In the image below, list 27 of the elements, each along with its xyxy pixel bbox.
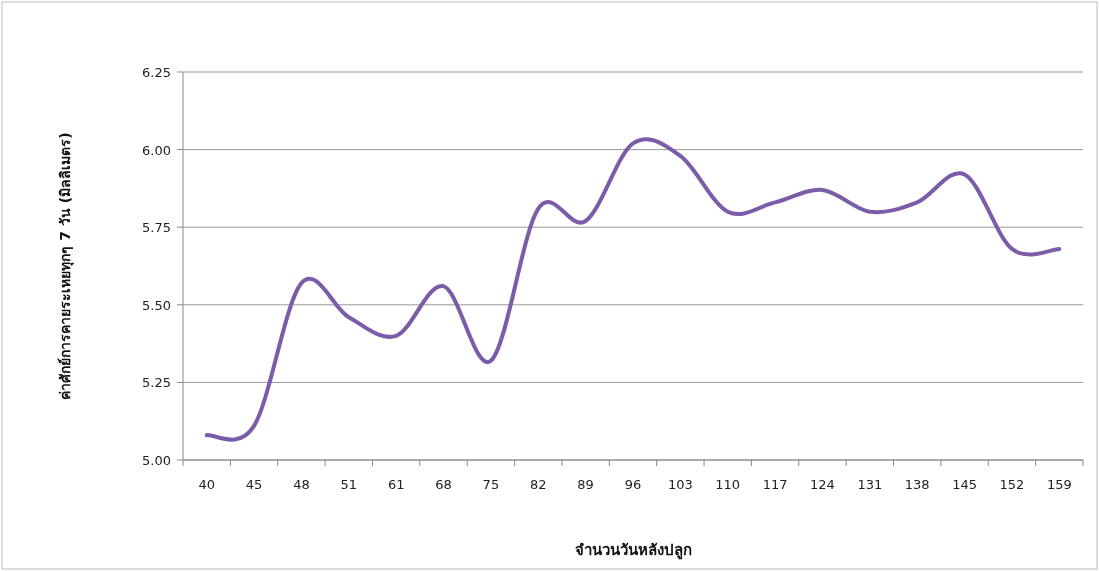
- x-tick-label: 89: [577, 477, 594, 492]
- y-tick-label: 5.75: [142, 220, 171, 236]
- y-tick-label: 6.25: [142, 65, 171, 80]
- x-tick-label: 51: [340, 477, 358, 492]
- x-tick-label: 68: [435, 477, 452, 492]
- y-tick-label: 6.00: [142, 142, 171, 158]
- y-tick-label: 5.50: [142, 297, 171, 313]
- y-axis-title: ค่าศักย์การคายระเหยทุกๆ 7 วัน (มิลลิเมตร): [57, 132, 74, 400]
- x-tick-label: 159: [1046, 477, 1072, 492]
- y-tick-label: 5.00: [142, 453, 171, 468]
- x-tick-label: 48: [293, 477, 310, 492]
- x-tick-label: 117: [762, 477, 788, 492]
- x-tick-label: 138: [904, 477, 930, 492]
- x-tick-label: 124: [810, 477, 835, 492]
- x-tick-label: 61: [387, 477, 405, 492]
- x-tick-label: 145: [952, 477, 977, 492]
- x-axis-title: จำนวนวันหลังปลูก: [574, 541, 692, 560]
- x-tick-label: 45: [245, 477, 263, 492]
- x-tick-label: 131: [857, 477, 883, 492]
- x-tick-label: 103: [667, 477, 693, 492]
- x-tick-label: 110: [715, 477, 741, 492]
- x-tick-label: 152: [999, 477, 1025, 492]
- x-tick-label: 40: [198, 477, 215, 492]
- y-tick-label: 5.25: [142, 375, 171, 391]
- x-tick-label: 96: [624, 477, 642, 492]
- x-tick-label: 75: [482, 477, 500, 492]
- x-tick-label: 82: [529, 477, 547, 492]
